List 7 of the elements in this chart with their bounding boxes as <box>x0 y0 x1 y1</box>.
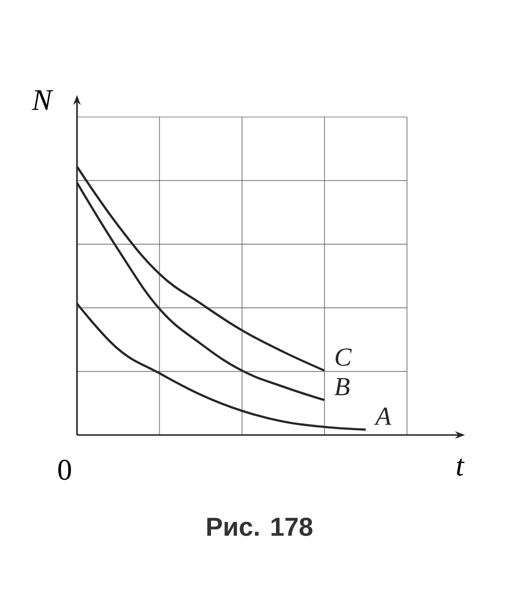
series-label: C <box>336 348 352 366</box>
series-label: A <box>374 408 392 425</box>
x-axis-title: t <box>456 458 465 476</box>
series-label: B <box>334 378 350 396</box>
text: Рис. 178 <box>207 518 312 536</box>
text: 0 <box>58 460 71 480</box>
y-axis-title: N <box>32 90 54 110</box>
